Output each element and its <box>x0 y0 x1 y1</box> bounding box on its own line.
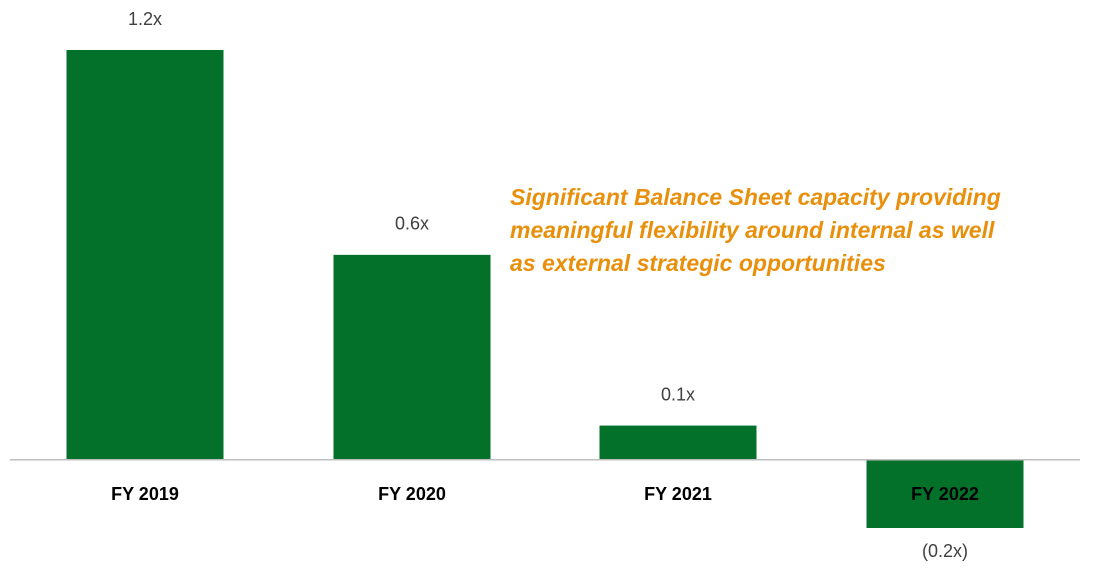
bar <box>333 254 491 460</box>
annotation-line: as external strategic opportunities <box>510 250 886 276</box>
annotation: Significant Balance Sheet capacity provi… <box>510 181 1001 280</box>
value-label: 0.6x <box>395 214 429 234</box>
bar <box>866 459 1024 528</box>
value-label: 1.2x <box>128 9 162 29</box>
x-tick-label: FY 2022 <box>911 484 979 504</box>
bar <box>599 425 757 460</box>
value-label: (0.2x) <box>922 541 968 561</box>
bar <box>66 50 224 460</box>
annotation-line: Significant Balance Sheet capacity provi… <box>510 184 1001 210</box>
annotation-line: meaningful flexibility around internal a… <box>510 217 995 243</box>
x-tick-label: FY 2019 <box>111 484 179 504</box>
value-label: 0.1x <box>661 384 695 404</box>
x-tick-label: FY 2021 <box>644 484 712 504</box>
x-tick-label: FY 2020 <box>378 484 446 504</box>
